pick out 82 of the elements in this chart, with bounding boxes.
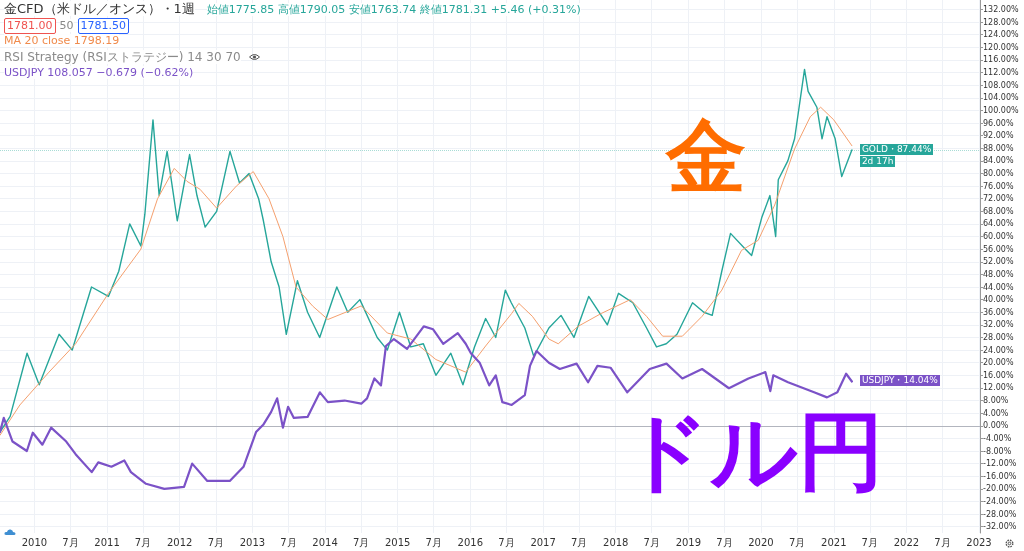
y-tick-label: -28.00% [983,509,1017,519]
x-tick-label: 2017 [530,536,556,548]
y-tick-label: 128.00% [983,17,1019,27]
y-tick-label: 48.00% [983,269,1014,279]
x-tick-label: 7月 [352,536,370,548]
y-tick-label: -32.00% [983,522,1017,532]
x-tick-label: 2023 [966,536,992,548]
y-tick-label: 108.00% [983,80,1019,90]
x-tick-label: 2018 [603,536,629,548]
y-tick-label: 80.00% [983,168,1014,178]
y-tick-label: 8.00% [983,396,1009,406]
x-tick-label: 2022 [893,536,920,548]
annotation: USDJPY 108.057 −0.679 (−0.62%) [4,66,194,79]
chart-subtitle: 始値1775.85 高値1790.05 安値1763.74 終値1781.31 +5.46 (+0.31%) [206,3,581,16]
y-tick-label: 12.00% [983,383,1014,393]
x-tick-label: 2016 [457,536,484,548]
x-tick-label: 2011 [94,536,120,548]
y-tick-label: 100.00% [983,105,1019,115]
y-tick-label: 120.00% [983,42,1019,52]
x-tick-label: 7月 [861,536,878,548]
y-tick-label: 0.00% [983,421,1009,431]
y-tick-label: -16.00% [983,471,1017,481]
x-tick-label: 2021 [821,536,847,548]
y-tick-label: -8.00% [983,446,1012,456]
y-tick-label: 132.00% [983,4,1019,14]
y-tick-label: 56.00% [983,244,1014,254]
x-tick-label: 2010 [21,536,48,548]
x-tick-label: 7月 [716,536,733,548]
annotation: RSI Strategy (RSIストラテジー) 14 30 70 [4,50,241,64]
x-tick-label: 2014 [312,536,338,548]
y-tick-label: -4.00% [983,433,1012,443]
x-tick-label: 7月 [134,536,152,548]
annotation: 1781.50 [77,18,129,34]
chart-title: 金CFD（米ドル／オンス）・1週 [4,1,195,16]
y-tick-label: 24.00% [983,345,1014,355]
annotation: GOLD・87.44% [859,143,934,155]
y-tick-label: 32.00% [983,320,1014,330]
y-tick-label: 84.00% [983,156,1014,166]
x-tick-label: 7月 [280,536,297,548]
x-tick-label: 7月 [570,536,588,548]
annotation: USDJPY・14.04% [859,375,940,387]
y-tick-label: 104.00% [983,93,1019,103]
x-tick-label: 2012 [166,536,193,548]
y-tick-label: 68.00% [983,206,1014,216]
y-tick-label: 28.00% [983,332,1014,342]
x-tick-label: 7月 [62,536,79,548]
y-tick-label: 60.00% [983,232,1014,242]
x-tick-label: 7月 [498,536,515,548]
y-tick-label: 36.00% [983,307,1014,317]
y-tick-label: -24.00% [983,496,1017,506]
y-tick-label: -20.00% [983,484,1017,494]
x-tick-label: 7月 [788,536,806,548]
y-tick-label: 4.00% [983,408,1009,418]
x-tick-label: 7月 [425,536,442,548]
y-tick-label: 40.00% [983,295,1014,305]
annotation: ドル円 [622,400,885,501]
y-tick-label: 16.00% [983,370,1014,380]
y-tick-label: 44.00% [983,282,1014,292]
x-tick-label: 7月 [934,536,951,548]
y-tick-label: 76.00% [983,181,1014,191]
annotation: 50 [59,19,74,32]
x-tick-label: 7月 [207,536,225,548]
y-tick-label: 20.00% [983,358,1014,368]
x-tick-label: 2013 [239,536,266,548]
x-tick-label: 2015 [384,536,411,548]
annotation: 金 [666,110,747,204]
annotation: 1781.00 [4,18,56,34]
x-tick-label: 2019 [675,536,702,548]
y-tick-label: 52.00% [983,257,1014,267]
annotation: 2d 17h [859,155,896,167]
y-tick-label: 96.00% [983,118,1014,128]
annotation: MA 20 close 1798.19 [4,34,120,47]
x-tick-label: 7月 [643,536,660,548]
y-tick-label: 124.00% [983,30,1019,40]
y-tick-label: -12.00% [983,459,1017,469]
y-tick-label: 116.00% [983,55,1019,65]
x-tick-label: 2020 [748,536,774,548]
y-tick-label: 92.00% [983,131,1014,141]
y-tick-label: 64.00% [983,219,1014,229]
y-tick-label: 112.00% [983,68,1019,78]
y-tick-label: 88.00% [983,143,1014,153]
y-tick-label: 72.00% [983,194,1014,204]
